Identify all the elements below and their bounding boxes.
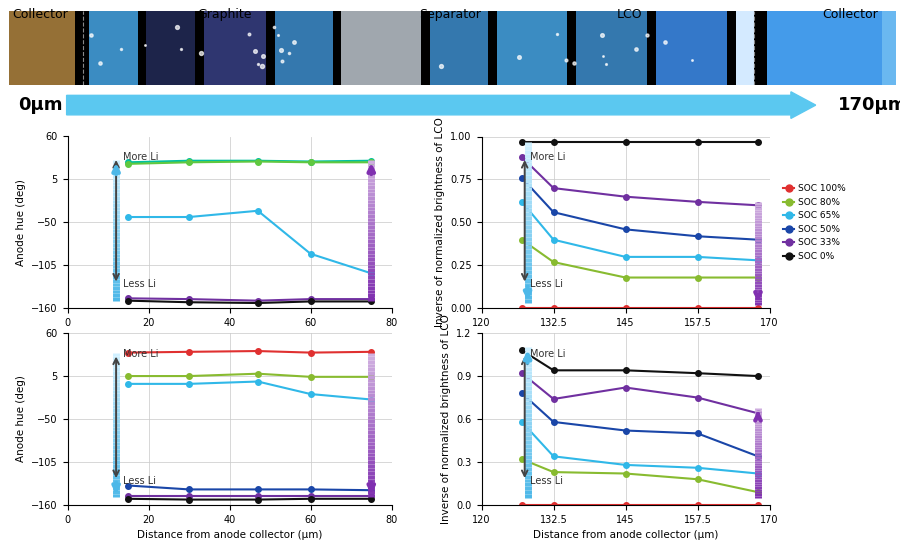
Bar (488, 11, 497, 85)
SOC 80% (548, 259, 559, 265)
Y-axis label: Inverse of normalized brightness of LCO: Inverse of normalized brightness of LCO (435, 117, 445, 328)
Text: More Li: More Li (122, 152, 158, 162)
SOC 33% (752, 202, 763, 209)
SOC 100% (548, 305, 559, 312)
SOC 33% (517, 154, 527, 161)
Bar (568, 11, 576, 85)
SOC 0% (752, 138, 763, 145)
Bar (341, 11, 421, 85)
SOC 33% (692, 199, 703, 205)
SOC 80% (620, 274, 631, 281)
Bar (767, 11, 882, 85)
SOC 50% (692, 233, 703, 240)
SOC 65% (752, 257, 763, 264)
Text: 0μm: 0μm (18, 96, 62, 114)
SOC 65% (692, 253, 703, 260)
Bar (576, 11, 647, 85)
SOC 65% (517, 199, 527, 205)
SOC 0% (548, 138, 559, 145)
Line: SOC 33%: SOC 33% (519, 155, 760, 208)
SOC 80% (752, 274, 763, 281)
Text: Less Li: Less Li (530, 280, 563, 289)
Bar (430, 11, 488, 85)
Text: More Li: More Li (530, 152, 566, 162)
Bar (656, 11, 727, 85)
Text: LCO: LCO (617, 8, 643, 21)
SOC 0% (517, 138, 527, 145)
Legend: SOC 100%, SOC 80%, SOC 65%, SOC 50%, SOC 33%, SOC 0%: SOC 100%, SOC 80%, SOC 65%, SOC 50%, SOC… (779, 181, 850, 264)
SOC 100% (517, 305, 527, 312)
X-axis label: Distance from anode collector (μm): Distance from anode collector (μm) (533, 334, 718, 344)
Bar (333, 11, 341, 85)
Bar (647, 11, 656, 85)
Bar (89, 11, 138, 85)
Bar (266, 11, 275, 85)
Text: Less Li: Less Li (530, 476, 563, 486)
Line: SOC 0%: SOC 0% (519, 139, 760, 145)
Line: SOC 50%: SOC 50% (519, 175, 760, 242)
Text: 170μm: 170μm (838, 96, 900, 114)
FancyArrow shape (67, 92, 815, 118)
Y-axis label: Inverse of normalized brightness of LCO: Inverse of normalized brightness of LCO (441, 314, 451, 524)
SOC 100% (620, 305, 631, 312)
SOC 50% (752, 236, 763, 243)
Text: More Li: More Li (530, 349, 566, 359)
Bar (727, 11, 736, 85)
SOC 50% (548, 209, 559, 216)
SOC 65% (548, 236, 559, 243)
Bar (138, 11, 147, 85)
Bar (882, 11, 896, 85)
SOC 0% (692, 138, 703, 145)
SOC 0% (620, 138, 631, 145)
Y-axis label: Anode hue (deg): Anode hue (deg) (15, 179, 25, 266)
X-axis label: Distance from anode collector (μm): Distance from anode collector (μm) (137, 334, 322, 344)
SOC 65% (620, 253, 631, 260)
Text: More Li: More Li (122, 349, 158, 359)
SOC 80% (692, 274, 703, 281)
Bar (497, 11, 568, 85)
SOC 100% (692, 305, 703, 312)
SOC 80% (517, 236, 527, 243)
Text: Less Li: Less Li (122, 476, 156, 486)
Line: SOC 65%: SOC 65% (519, 199, 760, 263)
Bar (76, 11, 89, 85)
SOC 33% (620, 193, 631, 200)
Text: Collector: Collector (823, 8, 878, 21)
Bar (195, 11, 204, 85)
Text: Graphite: Graphite (198, 8, 252, 21)
Bar (421, 11, 430, 85)
Bar (204, 11, 266, 85)
X-axis label: Distance from anode collector (μm): Distance from anode collector (μm) (137, 530, 322, 541)
Bar (9, 11, 76, 85)
Bar (753, 11, 767, 85)
X-axis label: Distance from anode collector (μm): Distance from anode collector (μm) (533, 530, 718, 541)
SOC 50% (517, 175, 527, 181)
Bar (736, 11, 753, 85)
Bar (275, 11, 333, 85)
SOC 50% (620, 226, 631, 233)
Text: Collector: Collector (13, 8, 68, 21)
Bar (147, 11, 195, 85)
Text: Less Li: Less Li (122, 280, 156, 289)
SOC 100% (752, 305, 763, 312)
SOC 33% (548, 185, 559, 191)
Y-axis label: Anode hue (deg): Anode hue (deg) (15, 376, 25, 462)
Text: Separator: Separator (419, 8, 481, 21)
Line: SOC 100%: SOC 100% (519, 306, 760, 311)
Line: SOC 80%: SOC 80% (519, 237, 760, 280)
